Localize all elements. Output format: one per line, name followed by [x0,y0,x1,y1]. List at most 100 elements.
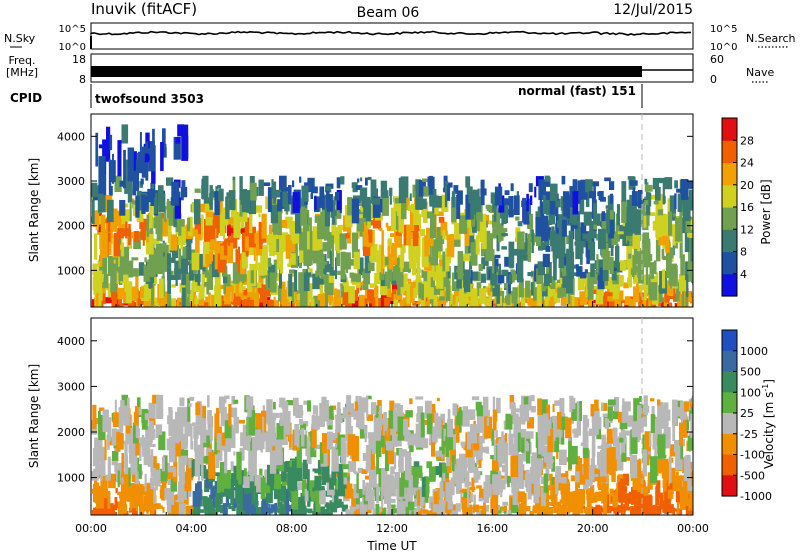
heatmap-cell [526,469,530,493]
heatmap-cell [359,187,368,201]
heatmap-cell [691,396,693,404]
y-tick-label: 1000 [57,472,85,485]
heatmap-cell [386,475,395,481]
heatmap-cell [604,418,610,429]
heatmap-cell [367,216,371,229]
heatmap-cell [390,498,396,503]
heatmap-cell [438,216,445,223]
heatmap-cell [540,399,548,417]
heatmap-cell [442,473,446,482]
heatmap-cell [547,495,552,500]
heatmap-cell [397,280,401,296]
heatmap-cell [366,414,373,421]
heatmap-cell [193,501,197,513]
heatmap-cell [630,429,638,454]
heatmap-cell [608,506,614,512]
heatmap-cell [98,407,105,412]
heatmap-cell [304,488,309,502]
heatmap-cell [313,295,321,307]
heatmap-cell [164,206,167,223]
colorbar-segment [722,413,737,435]
heatmap-cell [159,278,164,299]
heatmap-cell [334,289,341,306]
heatmap-cell [643,486,649,496]
heatmap-cell [282,186,288,208]
heatmap-cell [470,288,478,302]
heatmap-cell [275,412,280,418]
heatmap-cell [661,249,665,260]
heatmap-cell [188,458,192,469]
heatmap-cell [538,435,544,455]
heatmap-cell [435,226,443,252]
heatmap-cell [618,482,626,503]
heatmap-cell [291,486,299,510]
heatmap-cell [307,289,313,295]
heatmap-cell [160,142,164,171]
heatmap-cell [345,233,350,239]
heatmap-cell [380,180,388,198]
heatmap-cell [195,295,198,307]
heatmap-cell [347,219,352,244]
heatmap-cell [687,508,691,514]
heatmap-cell [99,255,107,275]
heatmap-cell [128,430,133,452]
heatmap-cell [148,249,156,278]
heatmap-cell [117,470,120,488]
heatmap-cell [673,213,676,217]
heatmap-cell [467,487,470,508]
heatmap-cell [420,300,426,307]
heatmap-cell [555,466,562,483]
heatmap-cell [186,457,194,481]
heatmap-cell [335,257,338,280]
heatmap-cell [380,292,384,307]
heatmap-cell [319,442,324,464]
heatmap-cell [568,268,573,281]
heatmap-cell [263,248,266,262]
heatmap-cell [628,253,632,259]
heatmap-cell [650,267,655,279]
heatmap-cell [231,475,235,489]
heatmap-cell [364,427,367,443]
heatmap-cell [422,178,428,182]
heatmap-cell [267,413,275,436]
heatmap-cell [294,294,302,301]
heatmap-cell [439,259,443,268]
heatmap-cell [254,232,259,244]
heatmap-cell [571,491,574,507]
heatmap-cell [214,269,221,290]
heatmap-cell [212,472,220,476]
cpid-mode-2: normal (fast) 151 [518,84,636,98]
heatmap-cell [207,410,212,425]
heatmap-cell [316,248,324,277]
heatmap-cell [273,401,276,410]
heatmap-cell [340,176,345,185]
heatmap-cell [413,461,420,467]
heatmap-cell [187,297,191,307]
heatmap-cell [636,499,641,515]
heatmap-cell [404,503,408,515]
heatmap-cell [243,296,251,303]
heatmap-cell [515,444,519,463]
heatmap-cell [368,436,373,464]
heatmap-cell [644,237,650,249]
heatmap-cell [401,197,407,220]
heatmap-cell [105,297,112,304]
heatmap-cell [202,175,209,200]
heatmap-cell [690,509,693,515]
heatmap-cell [456,296,461,303]
heatmap-cell [135,284,139,299]
heatmap-cell [583,453,589,480]
heatmap-cell [497,505,501,511]
heatmap-cell [689,401,693,407]
noise-right-tick-top: 10^5 [710,24,737,35]
heatmap-cell [321,196,326,210]
heatmap-cell [180,232,183,250]
heatmap-cell [586,488,590,501]
nave-label: Nave [746,66,774,79]
heatmap-cell [177,297,185,304]
heatmap-cell [146,302,154,307]
heatmap-cell [273,296,276,306]
heatmap-cell [551,477,554,485]
heatmap-cell [624,486,628,493]
heatmap-cell [571,208,578,226]
